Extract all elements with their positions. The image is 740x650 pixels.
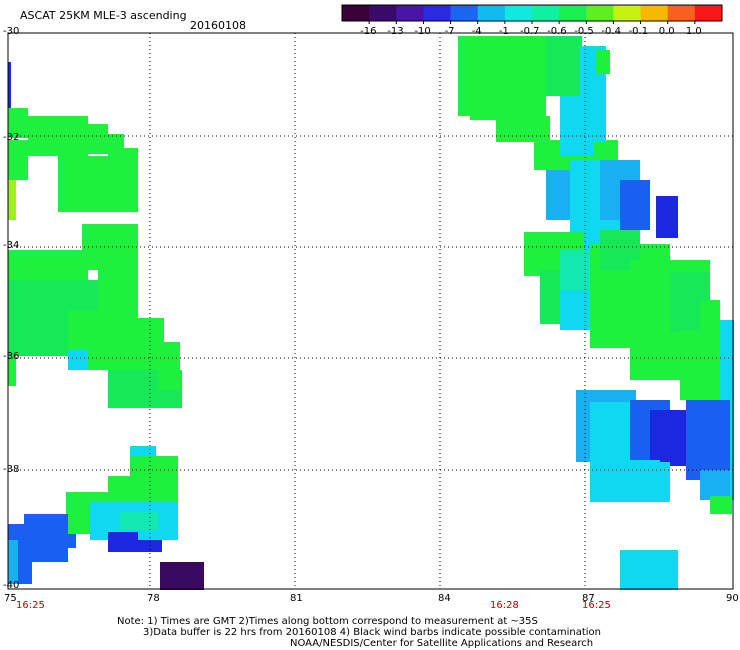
colorbar-label: 1.0 <box>685 26 702 37</box>
colorbar <box>341 4 723 24</box>
note-line-2: 3)Data buffer is 22 hrs from 20160108 4)… <box>143 627 601 638</box>
data-cell <box>108 476 178 504</box>
data-cell <box>590 402 636 462</box>
colorbar-segment <box>342 5 370 21</box>
data-cell <box>8 250 88 280</box>
time-label-1: 16:25 <box>16 600 45 611</box>
colorbar-label: -1 <box>498 26 509 37</box>
x-label-87: 87 <box>582 593 595 604</box>
x-label-78: 78 <box>147 593 160 604</box>
colorbar-label: -16 <box>360 26 377 37</box>
data-cell <box>546 36 582 96</box>
y-label-34: -34 <box>3 240 20 251</box>
data-cell <box>68 350 88 370</box>
data-cell <box>8 180 16 220</box>
data-cell <box>8 62 11 108</box>
y-label-32: -32 <box>3 132 20 143</box>
colorbar-label: -0.7 <box>520 26 540 37</box>
note-line-3: NOAA/NESDIS/Center for Satellite Applica… <box>290 638 594 649</box>
y-label-36: -36 <box>3 351 20 362</box>
x-label-90: 90 <box>726 593 739 604</box>
data-cell <box>50 534 76 548</box>
data-cell <box>590 462 670 502</box>
y-label-40: -40 <box>3 580 20 591</box>
data-cell <box>8 356 16 386</box>
colorbar-label: -0.1 <box>628 26 649 37</box>
time-label-3: 16:25 <box>582 600 611 611</box>
colorbar-segment <box>586 5 614 21</box>
data-cell <box>82 224 138 270</box>
colorbar-segment <box>613 5 642 21</box>
data-cell <box>8 540 18 584</box>
colorbar-segment <box>423 5 452 21</box>
colorbar-segment <box>477 5 506 21</box>
colorbar-segment <box>532 5 560 21</box>
data-cell <box>656 196 678 238</box>
colorbar-segment <box>640 5 669 21</box>
data-cell <box>118 148 138 168</box>
map-frame <box>7 32 734 590</box>
colorbar-segment <box>667 5 696 21</box>
data-cell <box>88 124 108 154</box>
data-cell <box>496 116 550 142</box>
data-cell <box>686 400 730 480</box>
x-label-84: 84 <box>438 593 451 604</box>
data-cell <box>700 300 720 360</box>
colorbar-label: -0.5 <box>574 26 594 37</box>
data-cell <box>620 550 678 590</box>
data-cell <box>120 512 158 530</box>
data-cell <box>128 540 162 552</box>
colorbar-label: -0.4 <box>601 26 621 37</box>
colorbar-label: -4 <box>471 26 482 37</box>
colorbar-segment <box>396 5 424 21</box>
x-label-81: 81 <box>290 593 303 604</box>
data-cell <box>710 496 732 514</box>
colorbar-label: -7 <box>444 26 455 37</box>
time-label-2: 16:28 <box>490 600 519 611</box>
y-label-30: -30 <box>3 26 20 37</box>
data-cell <box>8 140 28 180</box>
data-cell <box>596 50 610 74</box>
colorbar-label: 0.0 <box>658 26 675 37</box>
data-cell <box>470 90 540 120</box>
map-date: 20160108 <box>190 19 246 32</box>
data-cell <box>700 470 730 500</box>
colorbar-label: -13 <box>387 26 404 37</box>
colorbar-segment <box>369 5 397 21</box>
colorbar-label: -10 <box>414 26 431 37</box>
colorbar-segment <box>559 5 587 21</box>
data-cell <box>8 108 28 138</box>
data-swaths <box>8 36 734 590</box>
data-cell <box>160 562 204 590</box>
y-label-38: -38 <box>3 464 20 475</box>
data-cell <box>28 116 88 156</box>
colorbar-segment <box>450 5 479 21</box>
data-cell <box>620 180 650 230</box>
note-line-1: Note: 1) Times are GMT 2)Times along bot… <box>117 616 538 627</box>
data-cell <box>560 96 594 156</box>
colorbar-segment <box>694 5 723 21</box>
x-label-75: 75 <box>4 593 17 604</box>
map-title: ASCAT 25KM MLE-3 ascending <box>20 9 187 22</box>
grid-lines <box>8 33 733 589</box>
colorbar-label: -0.6 <box>547 26 567 37</box>
colorbar-segment <box>504 5 533 21</box>
data-cell <box>158 342 180 390</box>
